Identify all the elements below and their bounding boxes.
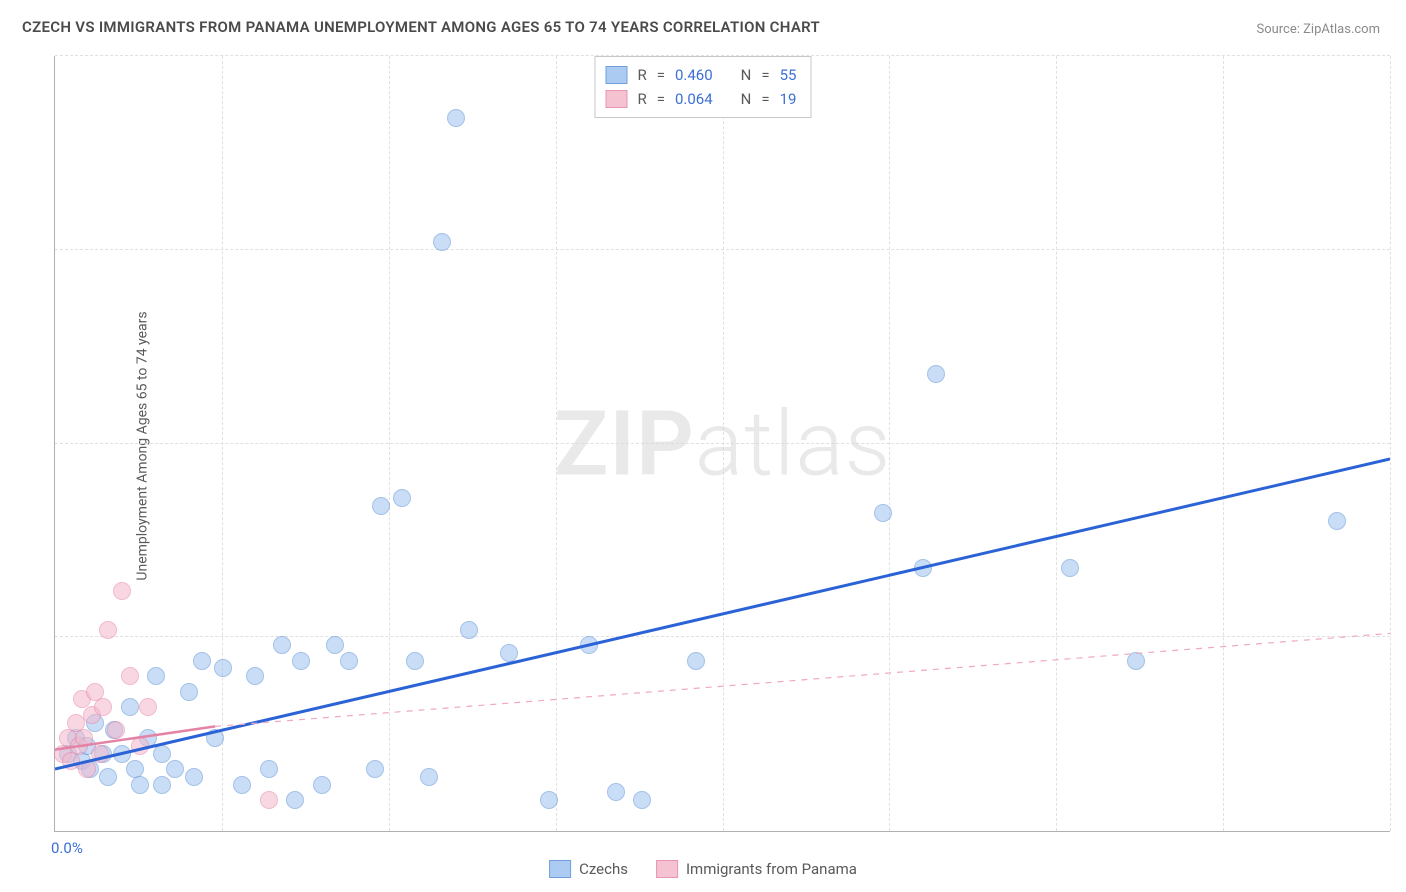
data-point	[166, 760, 184, 778]
y-tick-label: 50.0%	[1400, 47, 1406, 65]
legend-item-panama: Immigrants from Panama	[656, 860, 857, 878]
legend-row-panama: R = 0.064 N = 19	[606, 87, 797, 111]
gridline-v	[1223, 56, 1224, 831]
legend-swatch-czechs-bottom	[549, 860, 571, 878]
data-point	[78, 760, 96, 778]
data-point	[147, 667, 165, 685]
data-point	[185, 768, 203, 786]
data-point	[340, 652, 358, 670]
gridline-v	[556, 56, 557, 831]
data-point	[292, 652, 310, 670]
data-point	[153, 776, 171, 794]
data-point	[406, 652, 424, 670]
data-point	[206, 729, 224, 747]
data-point	[687, 652, 705, 670]
x-tick-max: 50.0%	[1390, 839, 1406, 857]
data-point	[260, 791, 278, 809]
plot-area: ZIPatlas 0.0% 50.0% 12.5%25.0%37.5%50.0%	[54, 56, 1390, 832]
y-tick-label: 12.5%	[1400, 628, 1406, 646]
data-point	[94, 698, 112, 716]
data-point	[500, 644, 518, 662]
correlation-legend: R = 0.460 N = 55 R = 0.064 N = 19	[595, 56, 812, 118]
data-point	[326, 636, 344, 654]
chart-title: CZECH VS IMMIGRANTS FROM PANAMA UNEMPLOY…	[22, 18, 820, 36]
data-point	[393, 489, 411, 507]
data-point	[99, 621, 117, 639]
data-point	[246, 667, 264, 685]
data-point	[447, 109, 465, 127]
data-point	[927, 365, 945, 383]
y-tick-label: 25.0%	[1400, 435, 1406, 453]
trend-line	[215, 633, 1390, 726]
series-legend: Czechs Immigrants from Panama	[549, 860, 857, 878]
legend-swatch-panama	[606, 90, 628, 108]
gridline-v	[1390, 56, 1391, 831]
data-point	[131, 737, 149, 755]
gridline-v	[1056, 56, 1057, 831]
data-point	[113, 582, 131, 600]
data-point	[372, 497, 390, 515]
data-point	[1061, 559, 1079, 577]
data-point	[433, 233, 451, 251]
data-point	[121, 667, 139, 685]
data-point	[121, 698, 139, 716]
data-point	[1127, 652, 1145, 670]
legend-row-czechs: R = 0.460 N = 55	[606, 63, 797, 87]
data-point	[180, 683, 198, 701]
data-point	[580, 636, 598, 654]
data-point	[366, 760, 384, 778]
data-point	[113, 745, 131, 763]
data-point	[153, 745, 171, 763]
data-point	[273, 636, 291, 654]
data-point	[139, 698, 157, 716]
gridline-v	[389, 56, 390, 831]
data-point	[260, 760, 278, 778]
data-point	[914, 559, 932, 577]
correlation-chart: CZECH VS IMMIGRANTS FROM PANAMA UNEMPLOY…	[0, 0, 1406, 892]
legend-swatch-czechs	[606, 66, 628, 84]
data-point	[460, 621, 478, 639]
data-point	[420, 768, 438, 786]
data-point	[131, 776, 149, 794]
source-label: Source: ZipAtlas.com	[1256, 22, 1380, 37]
data-point	[313, 776, 331, 794]
data-point	[107, 721, 125, 739]
data-point	[1328, 512, 1346, 530]
y-tick-label: 37.5%	[1400, 241, 1406, 259]
legend-swatch-panama-bottom	[656, 860, 678, 878]
legend-item-czechs: Czechs	[549, 860, 628, 878]
data-point	[75, 729, 93, 747]
data-point	[633, 791, 651, 809]
x-tick-min: 0.0%	[51, 839, 83, 857]
data-point	[99, 768, 117, 786]
gridline-v	[222, 56, 223, 831]
data-point	[214, 659, 232, 677]
data-point	[233, 776, 251, 794]
data-point	[540, 791, 558, 809]
gridline-v	[723, 56, 724, 831]
gridline-v	[889, 56, 890, 831]
data-point	[874, 504, 892, 522]
data-point	[286, 791, 304, 809]
data-point	[607, 783, 625, 801]
data-point	[193, 652, 211, 670]
data-point	[91, 745, 109, 763]
